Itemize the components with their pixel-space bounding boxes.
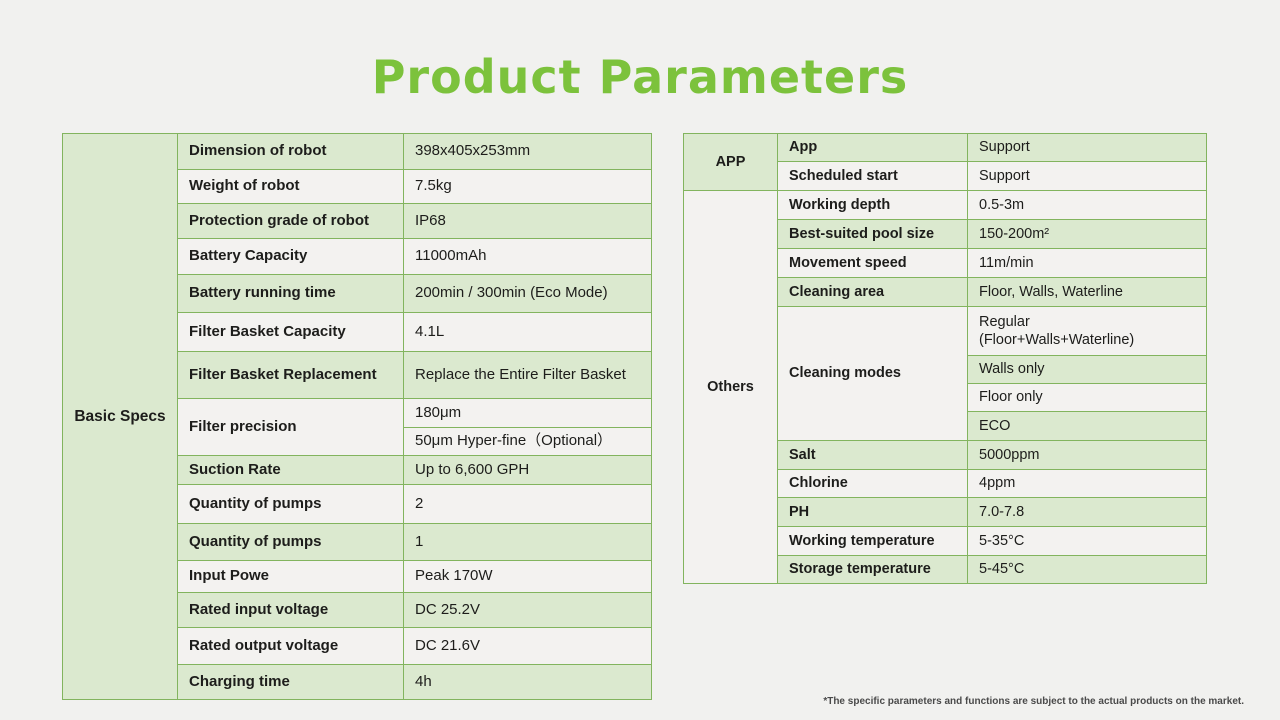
table-row: Weight of robot 7.5kg (63, 169, 652, 204)
table-row: Salt 5000ppm (684, 440, 1207, 470)
spec-value: 5000ppm (967, 440, 1207, 470)
table-row: Basic Specs Dimension of robot 398x405x2… (62, 133, 652, 700)
spec-value: DC 21.6V (403, 627, 652, 665)
spec-value: 5-45°C (967, 555, 1207, 584)
spec-value: Peak 170W (403, 560, 652, 593)
table-row: Filter Basket Replacement Replace the En… (63, 351, 652, 399)
spec-value: 11000mAh (403, 238, 652, 275)
spec-label: Salt (777, 440, 968, 470)
table-row: ECO (684, 411, 1207, 441)
spec-label: Battery running time (177, 274, 404, 313)
table-row: Quantity of pumps 2 (63, 484, 652, 524)
spec-value: 5-35°C (967, 526, 1207, 556)
spec-label: Quantity of pumps (177, 523, 404, 561)
spec-label: Cleaning modes (777, 306, 968, 441)
spec-value: 4h (403, 664, 652, 700)
spec-label: Filter Basket Capacity (177, 312, 404, 352)
spec-label: Movement speed (777, 248, 968, 278)
spec-label: Rated input voltage (177, 592, 404, 628)
spec-value: Support (967, 161, 1207, 191)
group-cell-app: APP (683, 133, 778, 191)
app-others-table: APP App Support Scheduled start Support … (683, 133, 1207, 584)
spec-value: 0.5-3m (967, 190, 1207, 220)
spec-label: Cleaning area (777, 277, 968, 307)
table-row: Battery running time 200min / 300min (Ec… (63, 274, 652, 313)
spec-label: Charging time (177, 664, 404, 700)
spec-label: Chlorine (777, 469, 968, 498)
table-row: Scheduled start Support (684, 161, 1207, 191)
basic-specs-table: Basic Specs Dimension of robot 398x405x2… (62, 133, 652, 700)
table-row: Filter Basket Capacity 4.1L (63, 312, 652, 352)
spec-value: Support (967, 133, 1207, 162)
table-row: Best-suited pool size 150-200m² (684, 219, 1207, 249)
table-row: Walls only (684, 355, 1207, 384)
spec-label: Filter Basket Replacement (177, 351, 404, 399)
spec-label: Working temperature (777, 526, 968, 556)
spec-label: Weight of robot (177, 169, 404, 204)
spec-value: IP68 (403, 203, 652, 239)
footnote: *The specific parameters and functions a… (823, 696, 1244, 707)
spec-label: Filter precision (177, 398, 404, 456)
table-row: Rated input voltage DC 25.2V (63, 592, 652, 628)
table-row: Cleaning modes Regular (Floor+Walls+Wate… (684, 306, 1207, 441)
spec-value: Replace the Entire Filter Basket (403, 351, 652, 399)
spec-value: Floor only (967, 383, 1207, 412)
spec-value: 398x405x253mm (403, 133, 652, 170)
group-cell-others: Others (683, 190, 778, 584)
spec-value: ECO (967, 411, 1207, 441)
spec-value: 180μm (403, 398, 652, 428)
table-row: Floor only (684, 383, 1207, 412)
spec-label: Quantity of pumps (177, 484, 404, 524)
spec-value: 2 (403, 484, 652, 524)
spec-label: Protection grade of robot (177, 203, 404, 239)
spec-value: 7.5kg (403, 169, 652, 204)
table-row: Filter precision 180μm (63, 398, 652, 456)
spec-value: 11m/min (967, 248, 1207, 278)
spec-label: PH (777, 497, 968, 527)
table-row: Charging time 4h (63, 664, 652, 700)
table-row: Battery Capacity 11000mAh (63, 238, 652, 275)
spec-label: Battery Capacity (177, 238, 404, 275)
table-row: Others Working depth 0.5-3m (683, 190, 1207, 584)
spec-value: Walls only (967, 355, 1207, 384)
spec-label: App (777, 133, 968, 162)
table-row: Storage temperature 5-45°C (684, 555, 1207, 584)
spec-value: 7.0-7.8 (967, 497, 1207, 527)
spec-value: Regular (Floor+Walls+Waterline) (967, 306, 1207, 356)
table-row: Quantity of pumps 1 (63, 523, 652, 561)
spec-label: Suction Rate (177, 455, 404, 485)
spec-label: Rated output voltage (177, 627, 404, 665)
spec-value: 4ppm (967, 469, 1207, 498)
group-cell-basic-specs: Basic Specs (62, 133, 178, 700)
table-row: Protection grade of robot IP68 (63, 203, 652, 239)
spec-label: Input Powe (177, 560, 404, 593)
spec-value: 50μm Hyper-fine（Optional） (403, 427, 652, 456)
spec-value: 150-200m² (967, 219, 1207, 249)
table-row: Movement speed 11m/min (684, 248, 1207, 278)
spec-value: 1 (403, 523, 652, 561)
spec-value: Floor, Walls, Waterline (967, 277, 1207, 307)
spec-value: 200min / 300min (Eco Mode) (403, 274, 652, 313)
spec-value: DC 25.2V (403, 592, 652, 628)
spec-label: Storage temperature (777, 555, 968, 584)
spec-label: Best-suited pool size (777, 219, 968, 249)
spec-label: Dimension of robot (177, 133, 404, 170)
table-row: Cleaning area Floor, Walls, Waterline (684, 277, 1207, 307)
table-row: Working temperature 5-35°C (684, 526, 1207, 556)
table-row: APP App Support (683, 133, 1207, 191)
table-row: Rated output voltage DC 21.6V (63, 627, 652, 665)
spec-label: Working depth (777, 190, 968, 220)
table-row: Input Powe Peak 170W (63, 560, 652, 593)
page-title: Product Parameters (371, 50, 909, 104)
spec-value: Up to 6,600 GPH (403, 455, 652, 485)
spec-value: 4.1L (403, 312, 652, 352)
table-row: 50μm Hyper-fine（Optional） (63, 427, 652, 456)
spec-label: Scheduled start (777, 161, 968, 191)
